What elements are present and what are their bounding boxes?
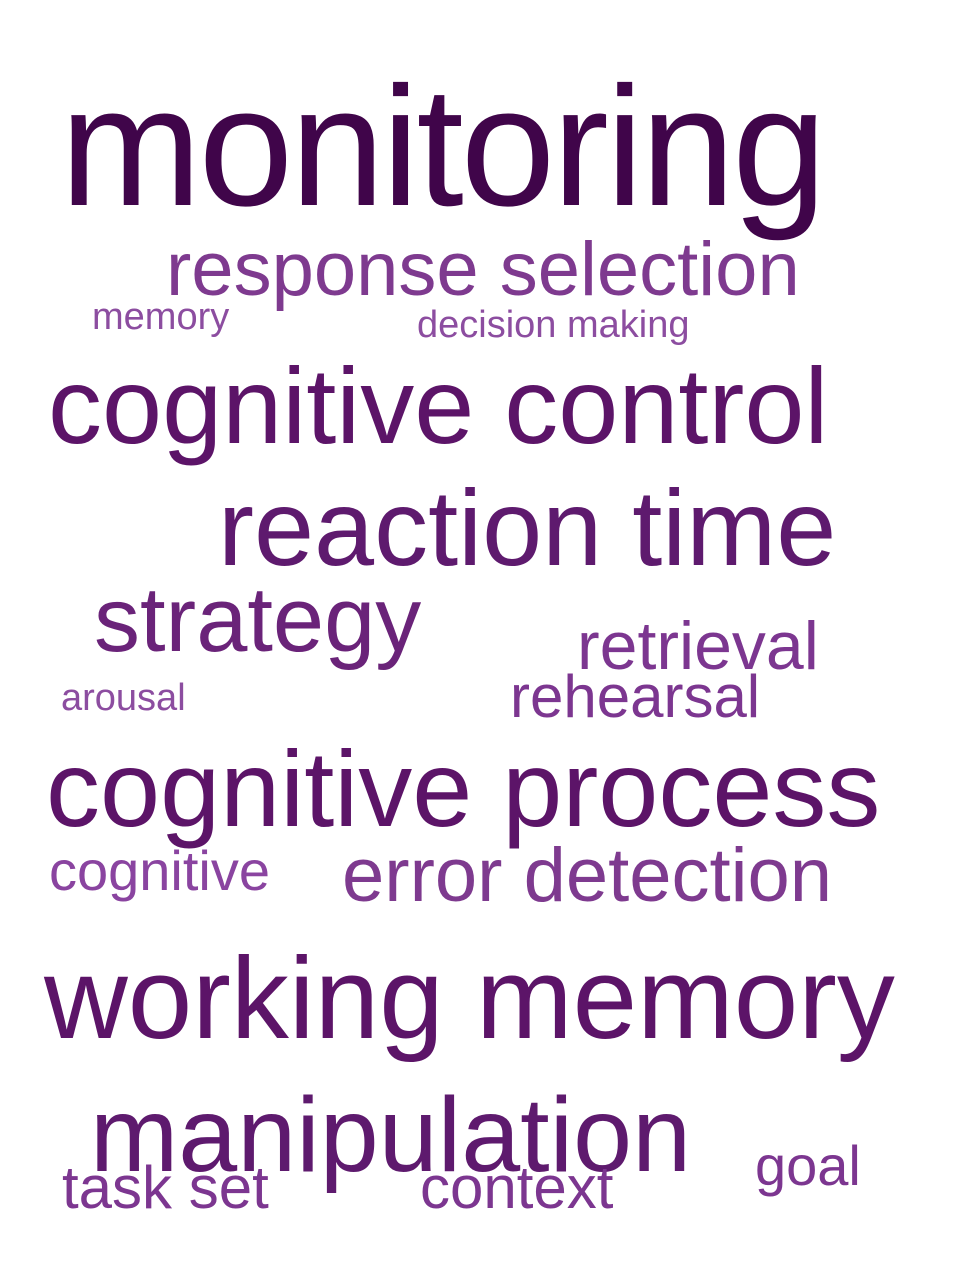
word-task-set: task set: [62, 1154, 269, 1221]
word-cognitive-process: cognitive process: [46, 728, 881, 849]
word-cognitive-control: cognitive control: [48, 345, 829, 466]
word-working-memory: working memory: [44, 933, 895, 1063]
word-reaction-time: reaction time: [218, 467, 837, 588]
word-monitoring: monitoring: [60, 52, 827, 242]
word-rehearsal: rehearsal: [510, 663, 761, 730]
word-context: context: [420, 1154, 614, 1221]
word-goal: goal: [755, 1134, 861, 1197]
word-memory: memory: [92, 296, 230, 338]
word-arousal: arousal: [61, 677, 186, 719]
word-cognitive: cognitive: [49, 839, 271, 902]
word-error-detection: error detection: [342, 833, 833, 918]
word-manipulation: manipulation: [90, 1076, 692, 1194]
word-strategy: strategy: [94, 569, 422, 671]
word-decision-making: decision making: [417, 304, 690, 346]
word-response-selection: response selection: [166, 227, 800, 312]
word-retrieval: retrieval: [577, 608, 819, 684]
